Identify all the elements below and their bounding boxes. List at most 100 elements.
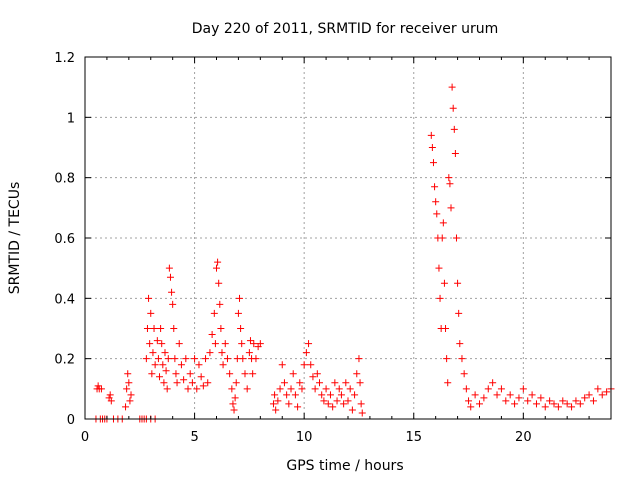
data-point (159, 361, 167, 369)
data-point (154, 355, 162, 363)
y-tick-label: 0.8 (54, 172, 75, 187)
data-point (219, 361, 227, 369)
data-point (528, 391, 536, 399)
data-point (357, 400, 365, 408)
data-point (232, 379, 240, 387)
data-point (358, 409, 366, 417)
data-point (326, 391, 334, 399)
data-point (348, 406, 356, 414)
data-point (589, 397, 597, 405)
data-point (177, 361, 185, 369)
data-point (204, 379, 212, 387)
data-point (280, 379, 288, 387)
data-point (497, 385, 505, 393)
data-point (311, 385, 319, 393)
data-point (448, 83, 456, 91)
data-point (216, 300, 224, 308)
data-point (576, 400, 584, 408)
data-point (294, 403, 302, 411)
data-point (274, 397, 282, 405)
data-point (322, 385, 330, 393)
data-point (146, 340, 154, 348)
data-point (581, 394, 589, 402)
data-point (342, 379, 350, 387)
data-point (320, 397, 328, 405)
data-point (427, 131, 435, 139)
data-point (467, 403, 475, 411)
data-point (440, 279, 448, 287)
data-point (123, 385, 131, 393)
data-point (214, 258, 222, 266)
data-point (125, 379, 133, 387)
data-point (333, 397, 341, 405)
data-point (316, 379, 324, 387)
data-point (218, 349, 226, 357)
data-point (230, 406, 238, 414)
data-point (353, 370, 361, 378)
data-point (278, 361, 286, 369)
data-point (199, 382, 207, 390)
data-point (239, 355, 247, 363)
x-tick-label: 10 (296, 430, 313, 445)
data-point (298, 385, 306, 393)
data-point (302, 349, 310, 357)
data-point (450, 125, 458, 133)
data-point (537, 394, 545, 402)
data-point (356, 379, 364, 387)
data-point (252, 355, 260, 363)
data-point (169, 300, 177, 308)
x-axis-title: GPS time / hours (286, 458, 403, 474)
data-point (127, 391, 135, 399)
data-point (97, 385, 105, 393)
data-point (554, 403, 562, 411)
data-point (480, 394, 488, 402)
data-point (250, 340, 258, 348)
data-point (94, 382, 102, 390)
data-point (355, 355, 363, 363)
data-point (106, 391, 114, 399)
y-axis-title: SRMTID / TECUs (7, 182, 23, 295)
data-point (211, 340, 219, 348)
data-point (550, 400, 558, 408)
data-point (585, 391, 593, 399)
data-point (458, 355, 466, 363)
data-point (436, 294, 444, 302)
data-point (188, 379, 196, 387)
data-point (208, 331, 216, 339)
chart-title: Day 220 of 2011, SRMTID for receiver uru… (192, 21, 499, 37)
data-point (184, 385, 192, 393)
data-point (231, 394, 239, 402)
data-point (446, 180, 454, 188)
data-point (202, 355, 210, 363)
data-point (337, 391, 345, 399)
data-point (476, 400, 483, 408)
data-point (147, 309, 155, 317)
data-point (546, 397, 554, 405)
data-point (168, 288, 176, 296)
data-point (175, 340, 183, 348)
data-point (447, 204, 455, 212)
data-point (598, 391, 606, 399)
data-point (245, 349, 253, 357)
data-point (221, 340, 229, 348)
data-point (236, 294, 244, 302)
data-point (246, 337, 254, 345)
data-point (107, 397, 115, 405)
data-point (568, 403, 576, 411)
data-point (170, 325, 178, 332)
data-point (226, 370, 234, 378)
data-point (158, 340, 166, 348)
data-point (431, 183, 439, 191)
axis-ticks (84, 56, 612, 420)
data-point (150, 325, 158, 332)
data-point (283, 391, 291, 399)
data-point (340, 400, 348, 408)
data-point (229, 400, 237, 408)
data-point (532, 400, 540, 408)
data-point (506, 391, 514, 399)
data-point (164, 355, 172, 363)
x-tick-label: 5 (190, 430, 198, 445)
data-point (289, 370, 297, 378)
